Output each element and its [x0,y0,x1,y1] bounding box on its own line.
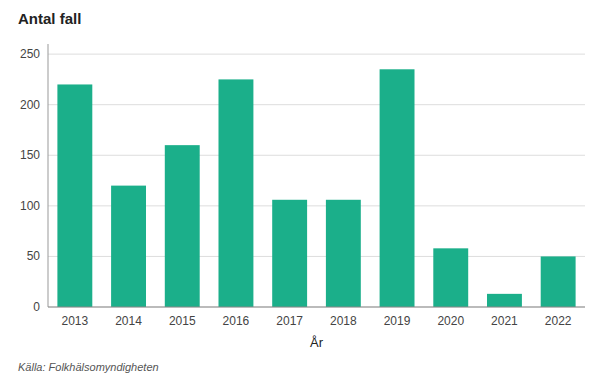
grid [48,54,585,307]
y-tick-label: 0 [33,300,40,314]
y-tick-label: 250 [20,47,40,61]
source-note: Källa: Folkhälsomyndigheten [18,361,159,373]
bar [433,248,468,307]
grid-line [48,155,585,156]
grid-line [48,54,585,55]
chart-svg: Antal fall 0 50 100 150 200 250 2013 2014 2015 201… [0,0,605,379]
x-tick-label: 2020 [437,314,464,328]
bar [326,200,361,307]
chart-title: Antal fall [18,10,81,27]
y-tick-label: 50 [27,249,41,263]
x-tick-label: 2013 [61,314,88,328]
x-tick-label: 2015 [169,314,196,328]
x-tick-label: 2016 [223,314,250,328]
x-tick-label: 2022 [545,314,572,328]
x-tick-label: 2018 [330,314,357,328]
x-axis-line [48,307,585,308]
bar [487,294,522,307]
x-tick-label: 2019 [384,314,411,328]
grid-line [48,104,585,105]
x-tick-label: 2017 [276,314,303,328]
x-axis-label: År [310,335,324,350]
bar [57,84,92,307]
bar [541,256,576,307]
x-tick-label: 2014 [115,314,142,328]
y-tick-label: 200 [20,98,40,112]
bar [380,69,415,307]
bar [111,186,146,307]
bar [272,200,307,307]
y-tick-label: 150 [20,148,40,162]
x-tick-label: 2021 [491,314,518,328]
bars [57,69,575,307]
chart-container: Antal fall 0 50 100 150 200 250 2013 2014 2015 201… [0,0,605,379]
bar [218,79,253,307]
bar [165,145,200,307]
y-tick-label: 100 [20,199,40,213]
y-axis-line [48,44,49,307]
grid-line [48,307,585,308]
